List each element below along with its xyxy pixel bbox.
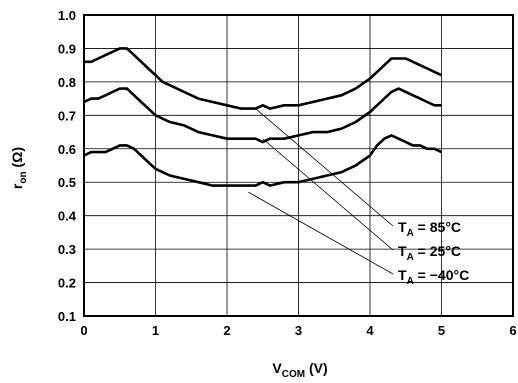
x-axis-title: VCOM (V) bbox=[272, 360, 327, 380]
y-tick-label: 0.3 bbox=[58, 242, 76, 257]
tick-labels: 0 1 2 3 4 5 6 0.1 0.2 0.3 0.4 0.5 0.6 0.7 0.8 0.9 1.0 bbox=[58, 8, 517, 338]
x-axis-title-tail: (V) bbox=[305, 360, 328, 376]
x-tick-label: 3 bbox=[295, 323, 302, 338]
y-axis-title-tail: (Ω) bbox=[9, 147, 25, 171]
leader-line bbox=[263, 139, 393, 250]
y-tick-label: 0.7 bbox=[58, 108, 76, 123]
y-tick-label: 0.2 bbox=[58, 276, 76, 291]
x-tick-label: 0 bbox=[80, 323, 87, 338]
x-tick-label: 1 bbox=[152, 323, 159, 338]
series-group bbox=[84, 48, 442, 185]
y-tick-label: 0.5 bbox=[58, 175, 76, 190]
label-minus40c: TA = −40°C bbox=[398, 267, 469, 287]
label-25c: TA = 25°C bbox=[398, 243, 461, 263]
x-tick-label: 5 bbox=[438, 323, 445, 338]
y-axis-title-sub: on bbox=[18, 171, 29, 183]
y-tick-label: 0.1 bbox=[58, 309, 76, 324]
y-tick-label: 0.9 bbox=[58, 41, 76, 56]
y-tick-label: 0.8 bbox=[58, 75, 76, 90]
leader-line bbox=[248, 192, 393, 274]
annotation-group: TA = 85°C TA = 25°C TA = −40°C bbox=[248, 109, 469, 287]
x-tick-label: 2 bbox=[223, 323, 230, 338]
y-axis-title: ron (Ω) bbox=[9, 147, 29, 189]
x-tick-label: 6 bbox=[509, 323, 516, 338]
y-tick-label: 0.4 bbox=[58, 209, 77, 224]
y-tick-label: 1.0 bbox=[58, 8, 76, 23]
x-axis-title-sub: COM bbox=[282, 369, 305, 380]
label-85c: TA = 85°C bbox=[398, 219, 461, 239]
y-tick-label: 0.6 bbox=[58, 142, 76, 157]
x-tick-label: 4 bbox=[366, 323, 374, 338]
